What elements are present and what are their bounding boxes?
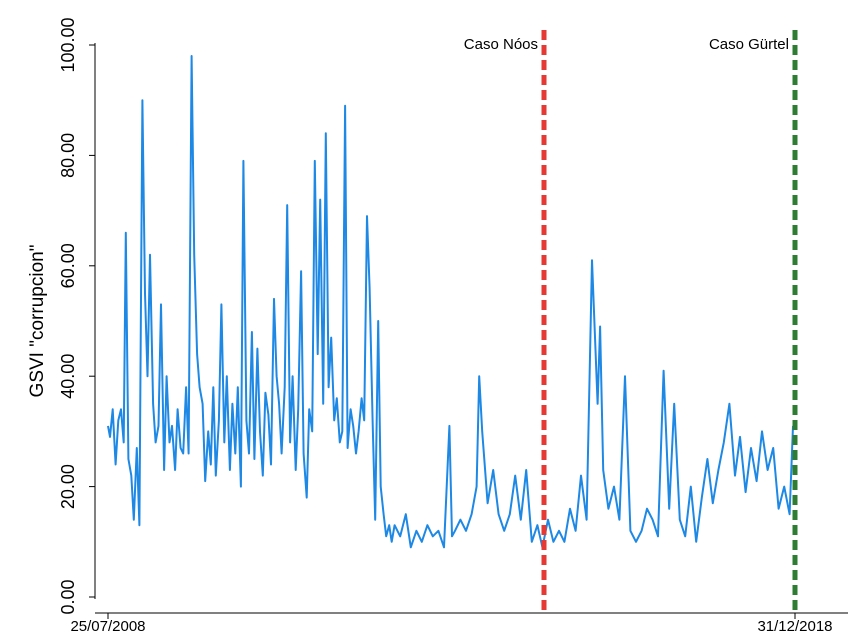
event-label: Caso Nóos — [464, 36, 538, 53]
y-tick-label: 60.00 — [58, 243, 78, 288]
y-tick-label: 0.00 — [58, 579, 78, 614]
series-line — [107, 55, 794, 549]
y-axis: 0.00 20.00 40.00 60.00 80.00 100.00 — [58, 17, 96, 615]
y-axis-title: GSVI "corrupcion" — [27, 245, 48, 398]
series-layer — [107, 55, 794, 549]
event-label: Caso Gürtel — [709, 36, 789, 53]
y-tick-label: 100.00 — [58, 17, 78, 72]
y-tick-label: 20.00 — [58, 464, 78, 509]
y-tick-label: 80.00 — [58, 133, 78, 178]
x-axis: 25/07/2008 31/12/2018 — [70, 612, 848, 635]
y-tick-label: 40.00 — [58, 354, 78, 399]
annotation-layer: Caso Nóos Caso Gürtel — [464, 30, 798, 612]
x-tick-label: 31/12/2018 — [757, 618, 832, 635]
x-tick-label: 25/07/2008 — [70, 618, 145, 635]
